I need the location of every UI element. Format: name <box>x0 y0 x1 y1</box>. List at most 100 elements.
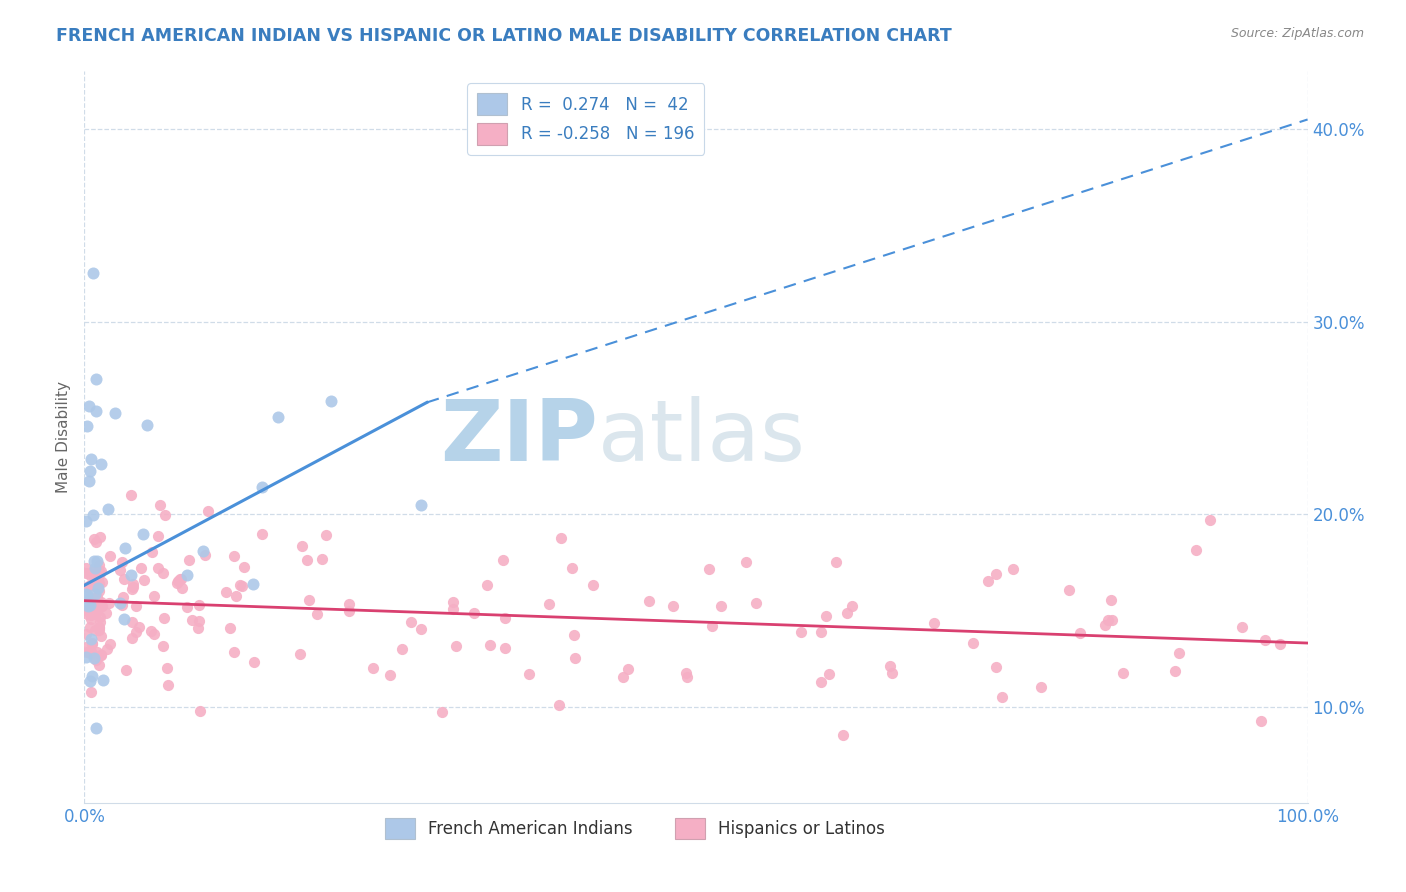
Point <box>142 589 165 603</box>
Point <box>82 567 104 582</box>
Point <box>89 558 111 572</box>
Point <box>962 636 984 650</box>
Point <box>121 631 143 645</box>
Point <box>984 659 1007 673</box>
Point <box>121 577 143 591</box>
Point <box>537 597 560 611</box>
Point <box>75 566 97 580</box>
Point <box>121 615 143 630</box>
Point <box>188 614 211 628</box>
Point <box>80 600 103 615</box>
Point <box>131 560 153 574</box>
Point <box>87 581 110 595</box>
Point <box>311 551 333 566</box>
Point <box>337 604 360 618</box>
Point <box>80 646 103 660</box>
Point <box>87 620 110 634</box>
Point <box>661 599 683 614</box>
Point <box>337 597 360 611</box>
Point <box>152 566 174 580</box>
Point <box>76 580 98 594</box>
Point <box>550 531 572 545</box>
Point <box>80 669 103 683</box>
Point <box>790 624 813 639</box>
Point <box>87 570 110 584</box>
Text: ZIP: ZIP <box>440 395 598 479</box>
Point <box>111 590 134 604</box>
Point <box>139 624 162 638</box>
Point <box>548 698 571 713</box>
Point <box>734 555 756 569</box>
Point <box>494 641 516 656</box>
Point <box>80 685 103 699</box>
Point <box>187 621 209 635</box>
Point <box>187 598 209 612</box>
Point <box>153 611 176 625</box>
Text: atlas: atlas <box>598 395 806 479</box>
Point <box>810 625 832 640</box>
Point <box>86 645 108 659</box>
Point <box>697 562 720 576</box>
Point <box>87 658 110 673</box>
Point <box>1112 665 1135 680</box>
Point <box>231 578 253 592</box>
Point <box>676 670 699 684</box>
Point <box>89 609 111 624</box>
Point <box>122 580 145 594</box>
Point <box>110 596 132 610</box>
Point <box>295 553 318 567</box>
Point <box>76 607 98 621</box>
Point <box>315 528 337 542</box>
Point <box>98 637 121 651</box>
Point <box>79 620 101 634</box>
Point <box>90 564 112 578</box>
Point <box>291 539 314 553</box>
Point <box>181 613 204 627</box>
Point <box>1270 637 1292 651</box>
Point <box>977 574 1000 589</box>
Point <box>814 609 837 624</box>
Point <box>79 673 101 688</box>
Point <box>1230 619 1253 633</box>
Point <box>75 587 97 601</box>
Point <box>399 615 422 629</box>
Point <box>97 501 120 516</box>
Text: FRENCH AMERICAN INDIAN VS HISPANIC OR LATINO MALE DISABILITY CORRELATION CHART: FRENCH AMERICAN INDIAN VS HISPANIC OR LA… <box>56 27 952 45</box>
Point <box>266 409 288 424</box>
Point <box>84 721 107 735</box>
Point <box>84 587 107 601</box>
Point <box>87 622 110 636</box>
Point <box>84 606 107 620</box>
Point <box>193 543 215 558</box>
Point <box>114 541 136 555</box>
Point <box>86 554 108 568</box>
Point <box>250 481 273 495</box>
Point <box>170 572 193 586</box>
Point <box>121 582 143 596</box>
Point <box>1168 646 1191 660</box>
Point <box>810 675 832 690</box>
Point <box>922 615 945 630</box>
Point <box>991 690 1014 704</box>
Point <box>86 594 108 608</box>
Point <box>307 607 329 622</box>
Point <box>75 627 97 641</box>
Point <box>441 595 464 609</box>
Point <box>125 599 148 614</box>
Point <box>120 567 142 582</box>
Point <box>153 508 176 522</box>
Point <box>77 591 100 606</box>
Point <box>90 648 112 663</box>
Point <box>463 606 485 620</box>
Point <box>288 647 311 661</box>
Point <box>86 653 108 667</box>
Point <box>79 475 101 489</box>
Point <box>675 665 697 680</box>
Point <box>1099 593 1122 607</box>
Point <box>87 575 110 590</box>
Point <box>637 593 659 607</box>
Point <box>82 603 104 617</box>
Point <box>391 642 413 657</box>
Point <box>84 599 107 613</box>
Point <box>76 588 98 602</box>
